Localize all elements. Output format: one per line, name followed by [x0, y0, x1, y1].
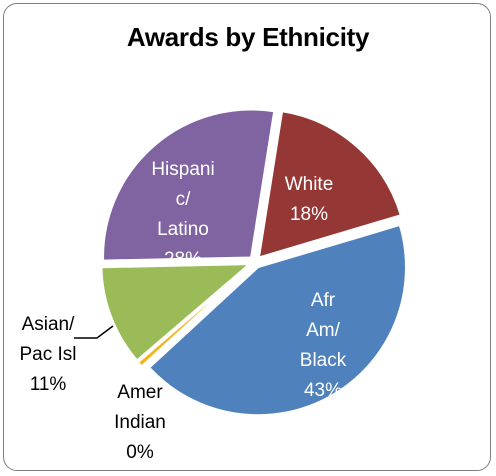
- slice-category: Afr: [311, 290, 336, 311]
- slice-percent: 11%: [30, 374, 67, 395]
- slice-category: Indian: [114, 412, 166, 433]
- slice-percent: 0%: [126, 442, 154, 463]
- slice-label: Asian/Pac Isl 11%: [19, 314, 76, 395]
- slice-label: White 18%: [285, 174, 334, 225]
- slice-percent: 28%: [164, 249, 202, 270]
- pie-slice: [100, 263, 253, 362]
- slice-category: Pac Isl: [19, 344, 76, 365]
- slice-category: Black: [300, 350, 347, 371]
- slice-category: Asian/: [22, 314, 76, 335]
- pie-slice: [257, 110, 403, 259]
- slice-label: Amer Indian 0%: [114, 382, 166, 463]
- pie-slice: [136, 265, 252, 368]
- slice-label: Hispani c/Latino 28%: [151, 159, 214, 270]
- pie-slice: [102, 108, 276, 262]
- pie-slices: [100, 108, 407, 417]
- leader-lines: [74, 325, 114, 339]
- leader-line: [74, 325, 114, 339]
- slice-label: Afr Am/Black 43%: [300, 290, 347, 401]
- chart-title: Awards by Ethnicity: [126, 22, 370, 52]
- slice-category: c/: [176, 189, 192, 210]
- slice-category: Hispani: [151, 159, 214, 180]
- slice-labels: White 18% Afr Am/Black 43% Amer Indian 0% Asian/…: [19, 159, 346, 463]
- slice-category: Latino: [157, 219, 209, 240]
- slice-percent: 18%: [290, 204, 328, 225]
- slice-category: Amer: [117, 382, 163, 403]
- slice-category: White: [285, 174, 334, 195]
- slice-percent: 43%: [304, 380, 342, 401]
- pie-slice: [147, 223, 407, 417]
- slice-category: Am/: [306, 320, 341, 341]
